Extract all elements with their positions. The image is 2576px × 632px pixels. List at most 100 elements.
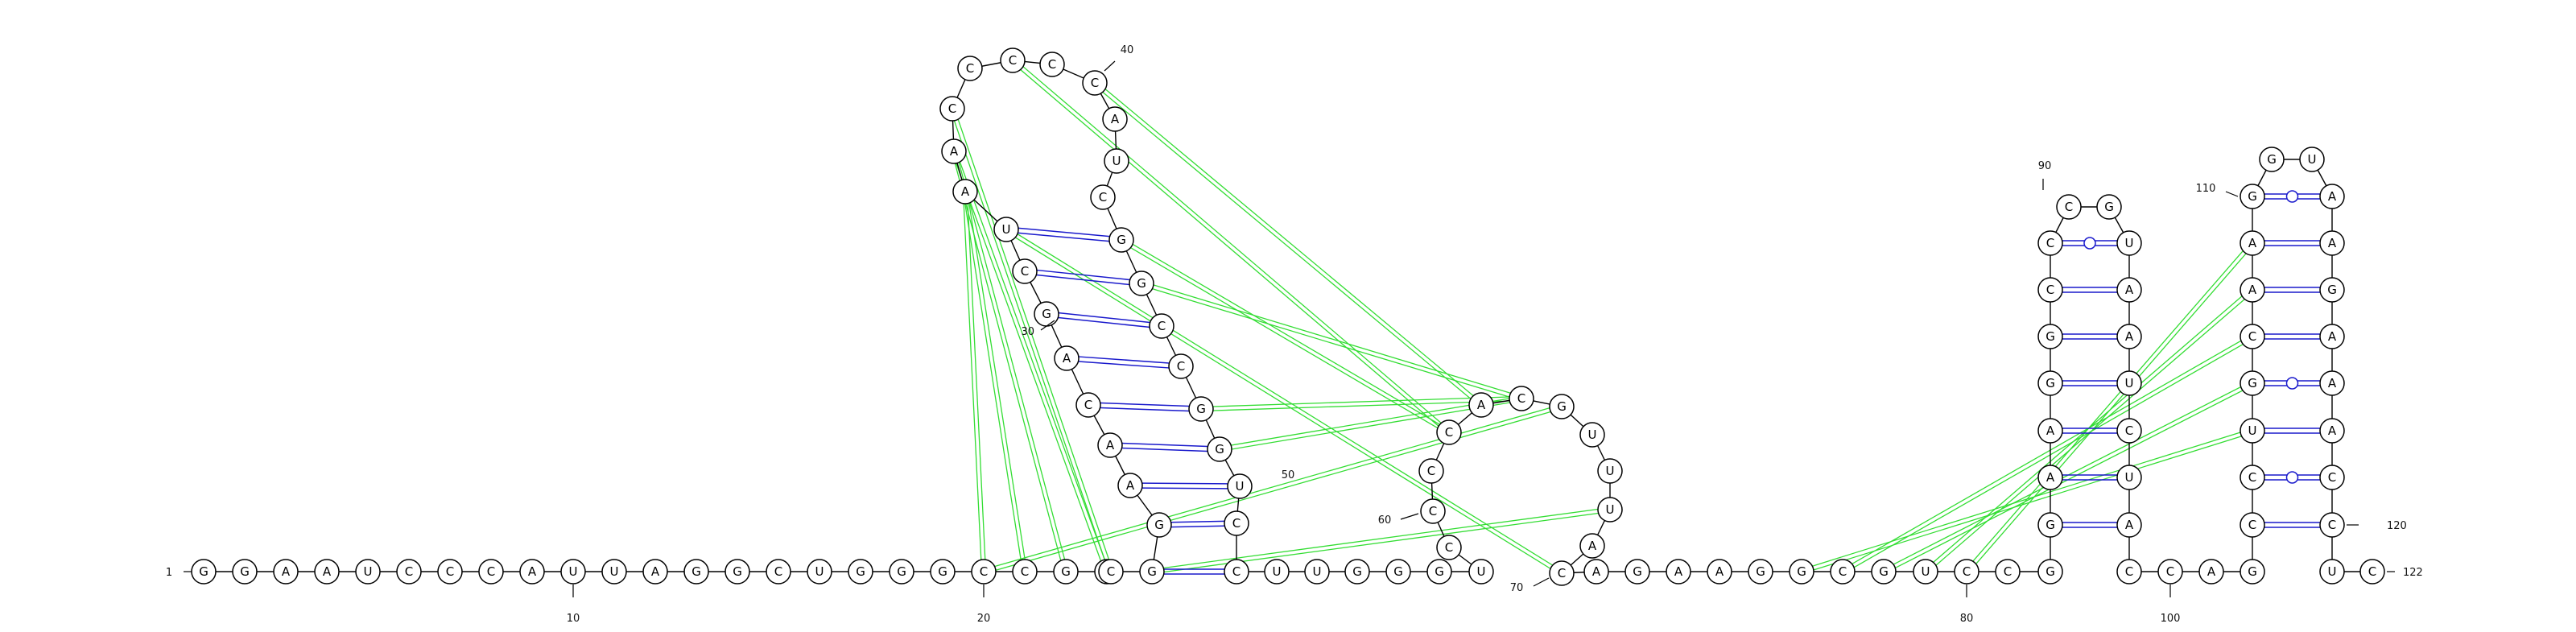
nucleotide-letter: C bbox=[405, 564, 413, 579]
nucleotide-letter: C bbox=[2046, 283, 2054, 297]
nucleotide: A bbox=[2240, 277, 2265, 303]
base-pairs bbox=[1018, 190, 2320, 575]
nucleotide-letter: G bbox=[733, 564, 742, 579]
nucleotide-letter: U bbox=[2125, 236, 2134, 250]
nucleotide: G bbox=[1789, 559, 1814, 584]
position-label: 100 bbox=[2161, 613, 2181, 625]
position-label: 110 bbox=[2196, 183, 2216, 195]
nucleotide-letter: A bbox=[2125, 329, 2134, 344]
nucleotide-letter: U bbox=[2248, 423, 2257, 438]
tertiary-interaction-line bbox=[1013, 58, 1451, 432]
nucleotide-letter: C bbox=[1021, 264, 1029, 279]
nucleotide: A bbox=[2319, 230, 2345, 256]
nucleotide-letter: A bbox=[1111, 112, 1120, 126]
tertiary-interaction-line bbox=[962, 192, 1024, 572]
nucleotide: A bbox=[2319, 370, 2345, 396]
nucleotide: U bbox=[2116, 370, 2142, 396]
nucleotide-letter: A bbox=[1063, 351, 1071, 366]
tertiary-interaction-line bbox=[1151, 506, 1610, 571]
nucleotide-letter: U bbox=[1002, 222, 1011, 237]
nucleotide: A bbox=[1666, 559, 1691, 584]
position-label: 1 bbox=[166, 567, 172, 579]
noncanonical-pair-marker bbox=[2285, 377, 2299, 390]
nucleotide: C bbox=[971, 559, 997, 584]
tertiary-interaction-line bbox=[983, 403, 1562, 571]
base-pair-line bbox=[1037, 269, 1130, 281]
nucleotide: C bbox=[1224, 510, 1249, 536]
nucleotide-letter: G bbox=[2046, 329, 2055, 344]
nucleotide-letter: G bbox=[2104, 200, 2114, 214]
nucleotide-letter: G bbox=[2046, 376, 2055, 390]
nucleotide: C bbox=[1012, 559, 1038, 584]
nucleotide: A bbox=[2198, 559, 2224, 584]
label-tick bbox=[1040, 320, 1055, 331]
nucleotide: G bbox=[724, 559, 750, 584]
nucleotide: A bbox=[2116, 324, 2142, 349]
nucleotide: C bbox=[396, 559, 422, 584]
nucleotide: G bbox=[232, 559, 258, 584]
nucleotide-letter: A bbox=[2125, 518, 2134, 532]
nucleotide: G bbox=[2096, 194, 2122, 220]
tertiary-interaction-line bbox=[1096, 81, 1484, 404]
base-pair-line bbox=[1171, 525, 1225, 528]
nucleotide-letter: C bbox=[1445, 540, 1453, 555]
nucleotide: G bbox=[930, 559, 956, 584]
nucleotide: A bbox=[642, 559, 668, 584]
tertiary-interaction-line bbox=[984, 407, 1563, 575]
nucleotide: G bbox=[1188, 396, 1214, 422]
nucleotide: A bbox=[1054, 345, 1080, 371]
nucleotide-letter: C bbox=[1517, 391, 1525, 406]
noncanonical-pair-marker bbox=[2285, 471, 2299, 484]
nucleotide-letter: U bbox=[1313, 564, 1322, 579]
nucleotide: C bbox=[1420, 498, 1446, 524]
label-tick bbox=[1400, 513, 1419, 520]
nucleotide-letter: C bbox=[1048, 57, 1056, 72]
nucleotide-letter: A bbox=[323, 564, 332, 579]
nucleotide-letter: G bbox=[2327, 283, 2337, 297]
nucleotide: A bbox=[1468, 392, 1494, 418]
label-tick bbox=[2225, 191, 2239, 197]
nucleotide-letter: C bbox=[774, 564, 782, 579]
position-label: 120 bbox=[2387, 520, 2407, 532]
nucleotide: U bbox=[1104, 148, 1129, 174]
nucleotide-letter: A bbox=[1715, 564, 1724, 579]
nucleotide: U bbox=[1597, 458, 1623, 484]
nucleotide: A bbox=[519, 559, 545, 584]
base-pair-line bbox=[1059, 312, 1150, 324]
nucleotide: C bbox=[1509, 386, 1534, 411]
nucleotide-letter: G bbox=[1061, 564, 1071, 579]
nucleotide: U bbox=[2116, 465, 2142, 490]
base-pair-line bbox=[1036, 274, 1129, 286]
position-label: 80 bbox=[1960, 613, 1974, 625]
base-pair-line bbox=[1100, 407, 1189, 412]
nucleotide: A bbox=[1707, 559, 1732, 584]
nucleotide-letter: C bbox=[2004, 564, 2012, 579]
nucleotide: U bbox=[2240, 418, 2265, 444]
nucleotide: C bbox=[2116, 418, 2142, 444]
nucleotide-letter: C bbox=[2328, 470, 2336, 485]
nucleotide: G bbox=[1426, 559, 1452, 584]
nucleotide-letter: A bbox=[950, 144, 959, 159]
nucleotide: C bbox=[1995, 559, 2021, 584]
nucleotide: G bbox=[2319, 277, 2345, 303]
tertiary-interaction-line bbox=[1884, 384, 2254, 574]
nucleotide: C bbox=[2240, 324, 2265, 349]
nucleotide-letter: A bbox=[651, 564, 660, 579]
nucleotide-letter: G bbox=[1117, 233, 1126, 247]
nucleotide: A bbox=[1102, 106, 1128, 132]
nucleotide: G bbox=[1385, 559, 1411, 584]
nucleotide: C bbox=[1012, 258, 1038, 284]
nucleotide-letter: C bbox=[1558, 566, 1566, 580]
nucleotide-letter: A bbox=[961, 184, 970, 199]
nucleotide-letter: C bbox=[1427, 464, 1435, 478]
nucleotide: G bbox=[2037, 512, 2063, 538]
nucleotide-letter: G bbox=[1797, 564, 1806, 579]
nucleotide-letter: G bbox=[856, 564, 865, 579]
nucleotide: G bbox=[2037, 370, 2063, 396]
nucleotide-letter: A bbox=[2248, 236, 2257, 250]
nucleotide: C bbox=[1436, 535, 1462, 560]
nucleotide-letter: C bbox=[2046, 236, 2054, 250]
nucleotide: C bbox=[1549, 560, 1575, 586]
backbone bbox=[204, 60, 2372, 574]
